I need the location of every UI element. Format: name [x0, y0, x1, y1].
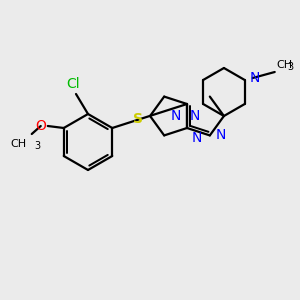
Text: N: N [192, 131, 202, 145]
Text: CH: CH [277, 60, 293, 70]
Text: S: S [133, 112, 143, 126]
Text: Cl: Cl [66, 77, 80, 91]
Text: N: N [171, 109, 181, 123]
Text: N: N [216, 128, 226, 142]
Text: 3: 3 [35, 141, 41, 151]
Text: N: N [250, 71, 260, 85]
Text: 3: 3 [288, 62, 294, 72]
Text: N: N [190, 109, 200, 123]
Text: CH: CH [11, 139, 27, 149]
Text: O: O [35, 119, 46, 133]
